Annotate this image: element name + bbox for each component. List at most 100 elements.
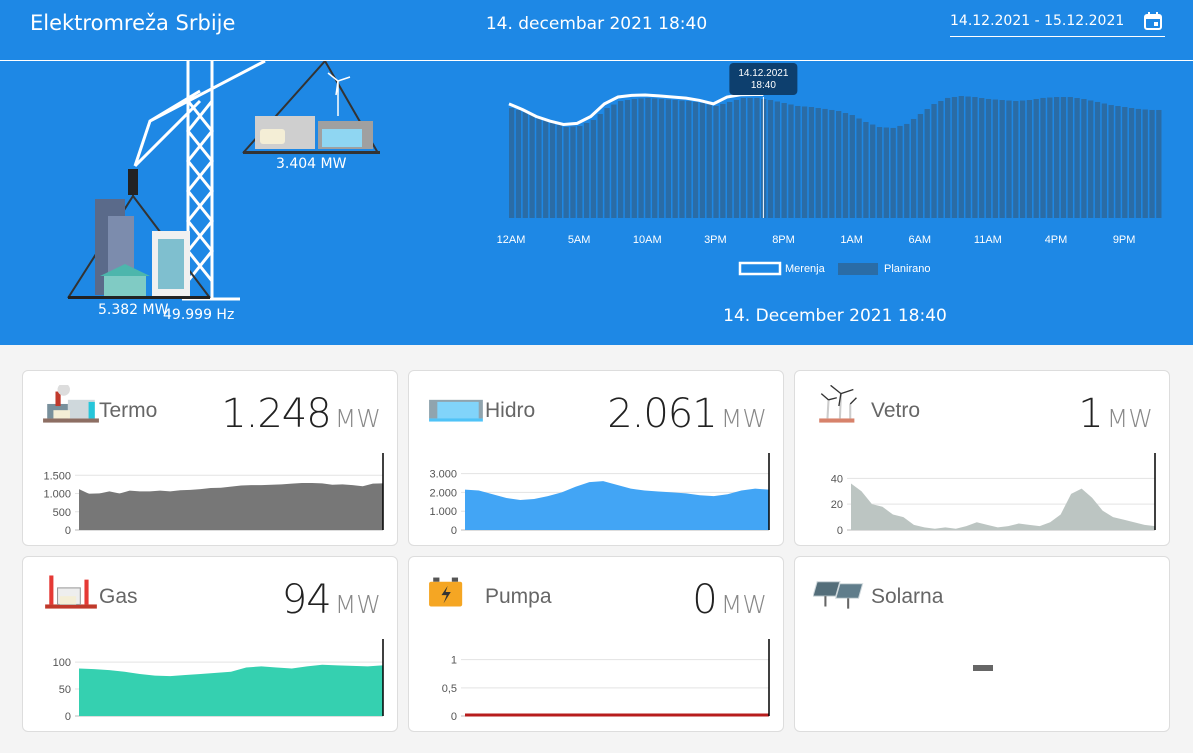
sparkline-chart[interactable]: 3.000 2.000 1.000 0 [409,451,785,547]
planned-bar[interactable] [713,105,719,218]
planned-bar[interactable] [509,108,515,218]
planned-bar[interactable] [979,98,985,218]
planned-bar[interactable] [692,102,699,218]
planned-bar[interactable] [583,122,590,218]
planned-bar[interactable] [815,107,821,218]
planned-bar[interactable] [665,99,671,218]
planned-bar[interactable] [870,124,876,218]
date-range-picker[interactable]: 14.12.2021 - 15.12.2021 [950,12,1165,37]
planned-bar[interactable] [1156,109,1162,218]
legend-label-planirano[interactable]: Planirano [884,263,930,275]
card-hidro[interactable]: Hidro 2.061 MW 3.000 2.000 1.000 0 [408,370,784,546]
card-termo[interactable]: Termo 1.248 MW 1.500 1.000 500 0 [22,370,398,546]
planned-bar[interactable] [822,108,828,218]
planned-bar[interactable] [563,127,569,218]
planned-bar[interactable] [938,100,944,218]
sparkline-chart[interactable]: 10,50 [409,637,785,733]
planned-bar[interactable] [618,101,624,218]
planned-bar[interactable] [958,96,964,218]
planned-bar[interactable] [965,96,971,218]
card-solarna[interactable]: Solarna [794,556,1170,732]
planned-bar[interactable] [972,97,978,218]
planned-bar[interactable] [727,101,733,218]
planned-bar[interactable] [951,96,958,218]
planned-bar[interactable] [1128,107,1135,218]
planned-bar[interactable] [597,113,603,218]
planned-bar[interactable] [897,125,903,218]
planned-bar[interactable] [672,100,678,218]
planned-bar[interactable] [876,127,883,218]
planned-bar[interactable] [686,101,692,218]
planned-bar[interactable] [1135,108,1142,218]
planned-bar[interactable] [658,98,665,218]
planned-bar[interactable] [917,113,924,218]
planned-bar[interactable] [781,102,787,218]
planned-bar[interactable] [604,108,610,218]
planned-bar[interactable] [1006,100,1012,218]
planned-bar[interactable] [549,122,556,218]
planned-bar[interactable] [849,115,855,218]
planned-bar[interactable] [536,118,542,218]
sparkline-chart[interactable]: 40 20 0 [795,451,1171,547]
planned-bar[interactable] [1149,109,1155,218]
planned-bar[interactable] [1122,107,1128,218]
planned-bar[interactable] [1074,98,1080,218]
planned-bar[interactable] [679,100,685,218]
planned-bar[interactable] [638,98,644,218]
planned-bar[interactable] [1026,100,1033,218]
planned-bar[interactable] [1081,98,1087,218]
planned-bar[interactable] [652,98,658,218]
planned-bar[interactable] [529,114,535,218]
planned-bar[interactable] [1047,97,1053,218]
planned-bar[interactable] [767,100,774,218]
planned-bar[interactable] [985,98,992,218]
planned-bar[interactable] [945,97,951,218]
planned-bar[interactable] [992,99,998,218]
card-gas[interactable]: Gas 94 MW 100 50 0 [22,556,398,732]
planned-bar[interactable] [1094,101,1101,218]
planned-bar[interactable] [556,124,562,218]
planned-bar[interactable] [1054,97,1060,218]
planned-bar[interactable] [808,107,815,218]
planned-bar[interactable] [774,101,780,218]
planned-bar[interactable] [1142,109,1148,218]
planned-bar[interactable] [1101,103,1107,218]
planned-bar[interactable] [931,104,937,218]
planned-bar[interactable] [515,109,522,218]
planned-bar[interactable] [904,123,910,218]
planned-bar[interactable] [624,100,631,218]
legend-label-merenja[interactable]: Merenja [785,263,826,275]
planned-bar[interactable] [1115,106,1121,218]
planned-bar[interactable] [836,111,842,218]
planned-bar[interactable] [590,119,597,218]
planned-bar[interactable] [795,105,801,218]
planned-bar[interactable] [522,111,528,218]
planned-bar[interactable] [747,97,753,218]
planned-bar[interactable] [611,104,617,218]
planned-bar[interactable] [788,104,794,218]
calendar-icon[interactable] [1143,11,1163,31]
planned-bar[interactable] [733,99,740,218]
planned-bar[interactable] [910,118,917,218]
planned-bar[interactable] [706,104,712,218]
planned-bar[interactable] [1067,97,1073,218]
planned-bar[interactable] [1019,100,1026,218]
planned-bar[interactable] [1108,105,1114,218]
planned-bar[interactable] [999,100,1005,218]
planned-bar[interactable] [543,120,549,218]
planned-bar[interactable] [740,97,746,218]
planned-bar[interactable] [890,127,896,218]
planned-bar[interactable] [1040,97,1046,218]
planned-bar[interactable] [699,102,706,218]
planned-bar[interactable] [842,113,849,218]
planned-bar[interactable] [801,106,808,218]
planned-bar[interactable] [570,126,576,218]
planned-bar[interactable] [577,126,583,218]
card-pumpa[interactable]: Pumpa 0 MW 1 0,5 0 [408,556,784,732]
planned-bar[interactable] [645,97,651,218]
planned-bar[interactable] [631,98,637,218]
planned-bar[interactable] [1033,98,1039,218]
planned-bar[interactable] [924,109,930,218]
card-vetro[interactable]: Vetro 1 MW 40 20 0 [794,370,1170,546]
planned-bar[interactable] [1060,97,1067,218]
